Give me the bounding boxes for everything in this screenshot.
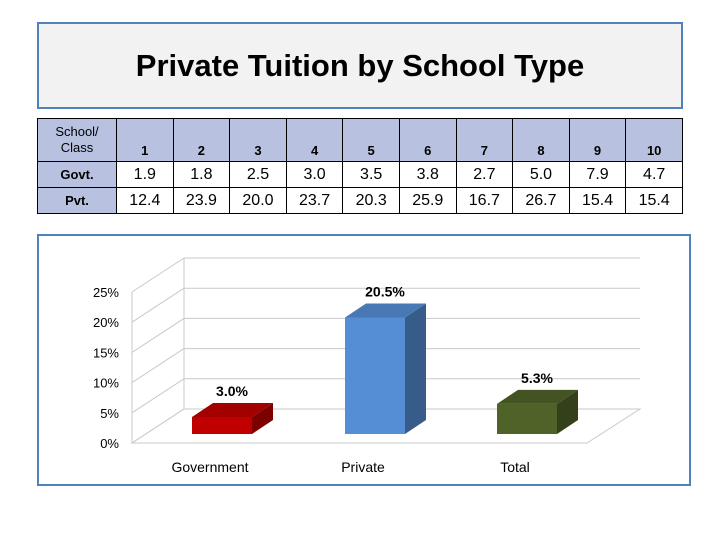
column-header: 10 — [625, 118, 683, 162]
row-header-pvt: Pvt. — [37, 187, 117, 214]
gridline-side — [131, 378, 185, 414]
table-cell: 1.9 — [116, 161, 174, 188]
column-header: 7 — [455, 118, 514, 162]
table-cell: 25.9 — [398, 187, 457, 214]
table-cell: 2.5 — [229, 161, 287, 188]
data-label: 5.3% — [521, 370, 553, 386]
table-row-govt: Govt. 1.9 1.8 2.5 3.0 3.5 3.8 2.7 5.0 7.… — [37, 161, 683, 188]
bar-front — [192, 416, 252, 434]
table-cell: 16.7 — [455, 187, 514, 214]
table-cell: 23.9 — [172, 187, 231, 214]
table-cell: 20.0 — [229, 187, 287, 214]
table-cell: 15.4 — [625, 187, 683, 214]
page-title: Private Tuition by School Type — [135, 47, 585, 83]
bar-top — [345, 303, 426, 318]
bar-front — [497, 403, 557, 434]
table-cell: 1.8 — [172, 161, 231, 188]
table-cell: 2.7 — [455, 161, 514, 188]
table-cell: 4.7 — [625, 161, 683, 188]
y-tick-label: 25% — [93, 285, 119, 300]
table-cell: 3.8 — [398, 161, 457, 188]
x-category-label: Government — [171, 459, 248, 475]
data-label: 20.5% — [365, 283, 405, 299]
gridline-side — [131, 348, 185, 384]
table-cell: 26.7 — [512, 187, 570, 214]
title-box: Private Tuition by School Type — [37, 22, 683, 109]
bar-top — [192, 402, 273, 417]
corner-line-2: Class — [60, 140, 94, 155]
table-header-row: School/ Class 1 2 3 4 5 6 7 8 9 10 — [37, 118, 683, 162]
table-corner-header: School/ Class — [37, 118, 117, 162]
table-row-pvt: Pvt. 12.4 23.9 20.0 23.7 20.3 25.9 16.7 … — [37, 187, 683, 214]
bar-side — [252, 402, 273, 434]
column-header: 6 — [398, 118, 457, 162]
bar-chart: 0% 5% 10% 15% 20% 25% 3.0% Government 20.5% Priva… — [93, 257, 642, 475]
corner-line-1: School/ — [55, 124, 99, 139]
bar-side — [405, 303, 426, 434]
column-header: 8 — [512, 118, 570, 162]
column-header: 1 — [116, 118, 174, 162]
chart-frame: 0% 5% 10% 15% 20% 25% 3.0% Government 20.5% Priva… — [37, 234, 691, 486]
x-category-label: Total — [500, 459, 530, 475]
column-header: 9 — [568, 118, 627, 162]
x-category-label: Private — [341, 459, 385, 475]
tuition-table: School/ Class 1 2 3 4 5 6 7 8 9 10 Govt.… — [37, 118, 683, 214]
y-tick-label: 10% — [93, 376, 119, 391]
column-header: 4 — [285, 118, 344, 162]
y-tick-label: 15% — [93, 345, 119, 360]
table-cell: 5.0 — [512, 161, 570, 188]
column-header: 3 — [229, 118, 287, 162]
y-tick-label: 20% — [93, 315, 119, 330]
data-label: 3.0% — [216, 383, 248, 399]
bar-side — [557, 389, 578, 434]
table-cell: 20.3 — [342, 187, 400, 214]
bar-top — [497, 389, 578, 404]
gridline-side — [131, 257, 185, 293]
table-cell: 12.4 — [116, 187, 174, 214]
table-cell: 15.4 — [568, 187, 627, 214]
gridline-side — [131, 287, 185, 323]
table-cell: 3.5 — [342, 161, 400, 188]
y-tick-label: 5% — [100, 406, 119, 421]
chart-floor — [130, 408, 642, 444]
table-cell: 23.7 — [285, 187, 344, 214]
row-header-govt: Govt. — [37, 161, 117, 188]
table-cell: 3.0 — [285, 161, 344, 188]
table-cell: 7.9 — [568, 161, 627, 188]
column-header: 2 — [172, 118, 231, 162]
y-tick-label: 0% — [100, 436, 119, 451]
gridline-side — [131, 317, 185, 353]
bar-front — [345, 317, 405, 434]
column-header: 5 — [342, 118, 400, 162]
